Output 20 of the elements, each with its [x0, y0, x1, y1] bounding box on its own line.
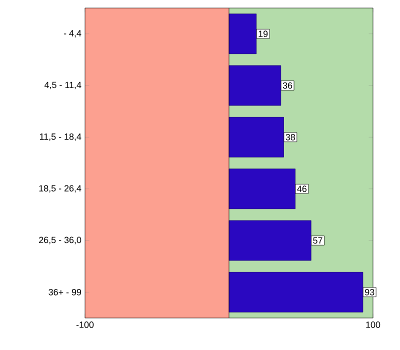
y-tick-label: 18,5 - 26,4 [39, 185, 82, 193]
y-tick-label: 26,5 - 36,0 [39, 236, 82, 244]
bar [228, 220, 312, 261]
bar [228, 65, 282, 106]
data-label: 36 [282, 82, 292, 89]
data-label: 19 [258, 30, 268, 38]
y-tick-label: 36+ - 99 [48, 288, 82, 296]
y-tick-label: 4,5 - 11,4 [44, 82, 82, 90]
bar [228, 14, 257, 54]
y-tick-label: - 4,4 [64, 30, 82, 38]
bar [228, 168, 296, 210]
data-label: 38 [286, 134, 295, 140]
y-tick-label: 11,5 - 18,4 [40, 133, 82, 141]
x-tick-label: -100 [76, 322, 94, 328]
bar [228, 272, 364, 312]
bar [228, 116, 284, 158]
data-label: 93 [365, 288, 374, 296]
data-label: 46 [297, 186, 307, 192]
data-label: 57 [313, 237, 322, 244]
x-tick-label: 100 [366, 322, 380, 328]
